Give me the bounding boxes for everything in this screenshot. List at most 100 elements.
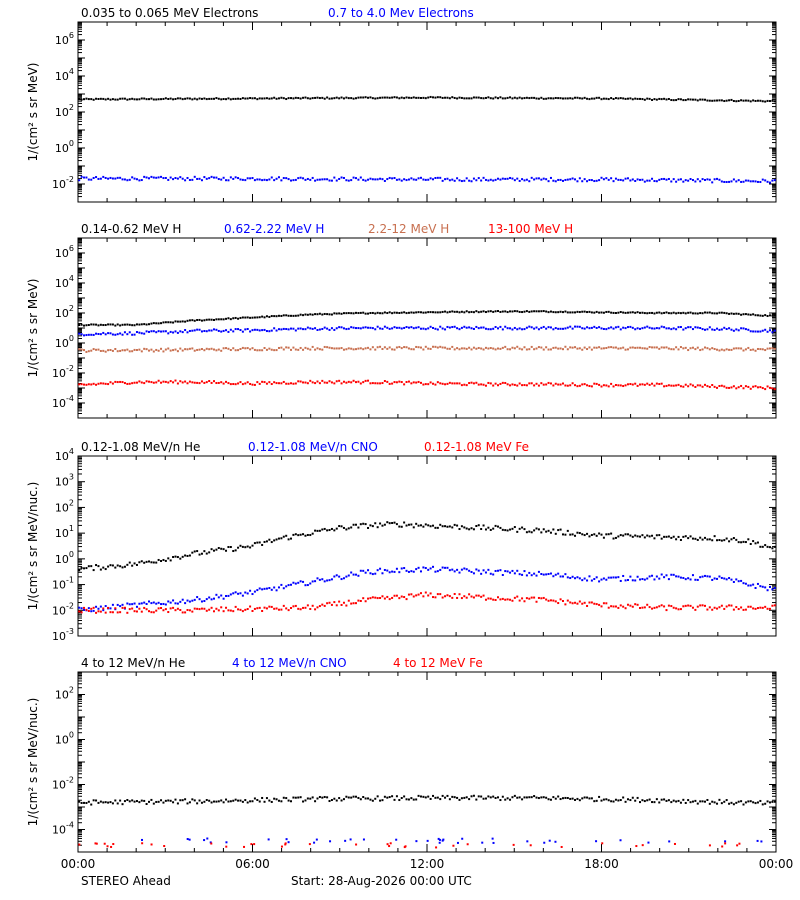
data-point xyxy=(436,311,439,314)
data-point xyxy=(708,326,711,329)
data-point xyxy=(648,606,651,609)
data-point xyxy=(648,346,651,349)
data-point xyxy=(427,311,430,314)
data-point xyxy=(564,310,567,313)
data-point xyxy=(598,179,601,182)
data-point xyxy=(566,178,569,181)
data-point xyxy=(114,98,117,101)
data-point xyxy=(525,384,528,387)
data-point xyxy=(287,584,290,587)
data-point xyxy=(85,97,88,100)
data-point xyxy=(212,800,215,803)
data-point xyxy=(80,98,83,101)
data-point xyxy=(622,574,625,577)
data-point xyxy=(176,556,179,559)
data-point xyxy=(564,327,567,330)
data-point xyxy=(374,178,377,181)
data-point xyxy=(111,802,114,805)
data-point xyxy=(249,546,252,549)
data-point xyxy=(468,569,471,572)
data-point xyxy=(217,97,220,100)
data-point xyxy=(167,321,170,324)
data-point xyxy=(386,796,389,799)
data-point xyxy=(679,801,682,804)
data-point xyxy=(492,598,495,601)
data-point xyxy=(229,349,232,352)
data-point xyxy=(484,346,487,349)
data-point xyxy=(352,523,355,526)
data-point xyxy=(581,533,584,536)
data-point xyxy=(636,575,639,578)
data-point xyxy=(176,97,179,100)
data-point xyxy=(309,178,312,181)
data-point xyxy=(768,801,771,804)
data-point xyxy=(523,528,526,531)
data-point xyxy=(708,348,711,351)
data-point xyxy=(545,530,548,533)
data-point xyxy=(499,347,502,350)
y-tick-label: 100 xyxy=(55,731,74,747)
data-point xyxy=(265,797,268,800)
data-point xyxy=(87,333,90,336)
data-point xyxy=(400,595,403,598)
data-point xyxy=(441,596,444,599)
data-point xyxy=(601,842,604,845)
data-point xyxy=(280,179,283,182)
data-point xyxy=(184,97,187,100)
data-point xyxy=(663,535,666,538)
data-point xyxy=(241,383,244,386)
data-point xyxy=(164,799,167,802)
data-point xyxy=(97,607,100,610)
data-point xyxy=(537,797,540,800)
data-point xyxy=(480,572,483,575)
data-point xyxy=(85,350,88,353)
data-point xyxy=(215,382,218,385)
data-point xyxy=(314,580,317,583)
data-point xyxy=(494,796,497,799)
data-point xyxy=(747,385,750,388)
data-point xyxy=(530,382,533,385)
data-point xyxy=(468,97,471,100)
data-point xyxy=(607,606,610,609)
data-point xyxy=(304,313,307,316)
data-point xyxy=(735,312,738,315)
data-point xyxy=(586,579,589,582)
data-point xyxy=(694,180,697,183)
data-point xyxy=(364,347,367,350)
data-point xyxy=(754,586,757,589)
data-point xyxy=(162,380,165,383)
data-point xyxy=(663,346,666,349)
data-point xyxy=(95,176,98,179)
data-point xyxy=(251,593,254,596)
data-point xyxy=(571,797,574,800)
data-point xyxy=(511,97,514,100)
data-point xyxy=(494,96,497,99)
data-point xyxy=(200,97,203,100)
data-point xyxy=(756,314,759,317)
data-point xyxy=(525,178,528,181)
data-point xyxy=(340,799,343,802)
data-point xyxy=(342,577,345,580)
data-point xyxy=(261,179,264,182)
data-point xyxy=(208,97,211,100)
data-point xyxy=(179,176,182,179)
data-point xyxy=(481,841,484,844)
data-point xyxy=(275,315,278,318)
data-point xyxy=(557,347,560,350)
data-point xyxy=(732,347,735,350)
data-point xyxy=(97,348,100,351)
data-point xyxy=(405,381,408,384)
data-point xyxy=(492,795,495,798)
data-point xyxy=(523,796,526,799)
data-point xyxy=(518,327,521,330)
data-point xyxy=(335,527,338,530)
data-point xyxy=(658,97,661,100)
legend-entry: 4 to 12 MeV/n CNO xyxy=(232,656,347,670)
data-point xyxy=(282,177,285,180)
data-point xyxy=(468,311,471,314)
data-point xyxy=(564,178,567,181)
data-point xyxy=(148,800,151,803)
data-point xyxy=(186,802,189,805)
